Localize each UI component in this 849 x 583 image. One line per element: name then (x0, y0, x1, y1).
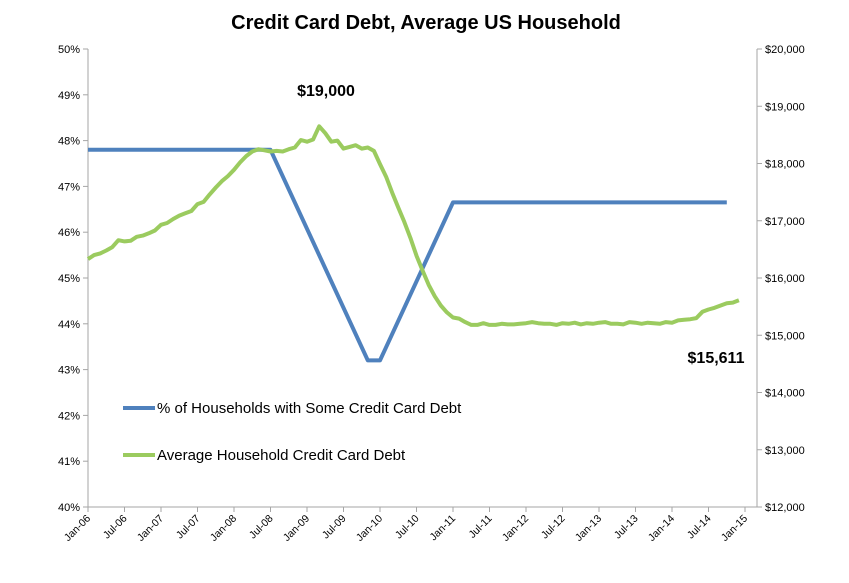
y-left-tick-label: 47% (58, 181, 80, 193)
x-tick-label: Jul-06 (101, 513, 130, 542)
y-right-tick-label: $14,000 (765, 388, 805, 400)
y-right-tick-label: $12,000 (765, 502, 805, 514)
x-tick-label: Jan-12 (500, 513, 531, 544)
series-line-households-pct (88, 147, 727, 363)
x-tick-label: Jul-13 (612, 513, 641, 542)
x-tick-label: Jan-14 (646, 513, 677, 544)
x-tick-label: Jul-08 (247, 513, 276, 542)
y-right-tick-label: $17,000 (765, 216, 805, 228)
x-tick-label: Jul-14 (685, 513, 714, 542)
x-tick-label: Jan-11 (427, 513, 458, 544)
series-line-avg-debt (86, 124, 740, 327)
axes-group (83, 48, 762, 512)
series-group (86, 124, 740, 363)
x-tick-label: Jan-07 (135, 513, 166, 544)
annotation-latest-debt: $15,611 (688, 350, 745, 367)
y-right-tick-label: $13,000 (765, 445, 805, 457)
x-tick-label: Jan-08 (208, 513, 239, 544)
x-tick-label: Jul-09 (320, 513, 349, 542)
x-tick-label: Jan-13 (573, 513, 604, 544)
x-tick-label: Jan-06 (62, 513, 93, 544)
x-tick-label: Jan-10 (354, 513, 385, 544)
y-left-tick-label: 43% (58, 365, 80, 377)
legend-label-households-pct: % of Households with Some Credit Card De… (157, 400, 462, 417)
y-left-tick-label: 40% (58, 502, 80, 514)
y-left-tick-label: 41% (58, 456, 80, 468)
y-left-tick-label: 49% (58, 90, 80, 102)
y-left-tick-label: 42% (58, 410, 80, 422)
y-left-tick-label: 50% (58, 44, 80, 56)
y-right-tick-label: $20,000 (765, 44, 805, 56)
legend: % of Households with Some Credit Card De… (123, 400, 462, 464)
y-right-tick-label: $18,000 (765, 159, 805, 171)
x-tick-label: Jul-10 (393, 513, 422, 542)
x-tick-label: Jul-11 (466, 513, 494, 541)
y-left-tick-label: 44% (58, 319, 80, 331)
x-tick-label: Jul-07 (174, 513, 203, 542)
annotations-group: $19,000 $15,611 (297, 83, 745, 367)
y-right-tick-label: $19,000 (765, 101, 805, 113)
x-tick-label: Jul-12 (539, 513, 568, 542)
y-left-tick-label: 46% (58, 227, 80, 239)
y-left-tick-label: 48% (58, 136, 80, 148)
chart-title: Credit Card Debt, Average US Household (231, 12, 621, 34)
x-tick-label: Jan-15 (719, 513, 750, 544)
legend-label-avg-debt: Average Household Credit Card Debt (157, 447, 406, 464)
annotation-peak-debt: $19,000 (297, 83, 355, 100)
y-right-tick-label: $16,000 (765, 273, 805, 285)
y-right-tick-label: $15,000 (765, 330, 805, 342)
x-tick-label: Jan-09 (281, 513, 312, 544)
y-left-tick-label: 45% (58, 273, 80, 285)
